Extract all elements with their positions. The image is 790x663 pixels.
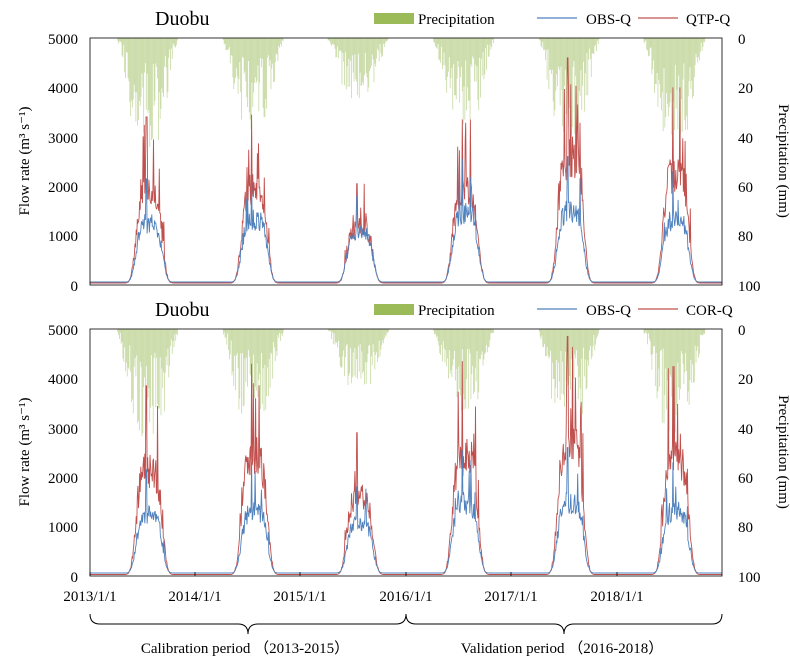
panel-1-y2tick-60: 60 (738, 180, 753, 196)
panel-2-legend-precip-label: Precipitation (418, 303, 495, 319)
panel-2: Duobu Precipitation OBS-Q COR-Q 5000 400… (17, 299, 790, 605)
panel-2-ytick-3000: 3000 (48, 422, 78, 438)
panel-1-y2tick-80: 80 (738, 229, 753, 245)
panel-1-ytick-4000: 4000 (48, 81, 78, 97)
panel-2-y2tick-60: 60 (738, 471, 753, 487)
panel-2-ytick-1000: 1000 (48, 520, 78, 536)
panel-1-series-line-obs-q (90, 156, 722, 283)
panel-1-ytick-0: 0 (71, 279, 79, 295)
panel-1-y-axis-label: Flow rate (m³ s⁻¹) (17, 107, 33, 216)
panel-1-ytick-5000: 5000 (48, 32, 78, 48)
panel-1-legend-precip-swatch (374, 13, 414, 24)
panel-2-y2tick-0: 0 (738, 323, 746, 339)
panel-2-ytick-5000: 5000 (48, 323, 78, 339)
panel-2-series-line-obs-q (90, 447, 722, 574)
panel-1-ytick-3000: 3000 (48, 131, 78, 147)
calibration-period-brace (89, 613, 407, 635)
panel-1-legend-obs-label: OBS-Q (586, 12, 631, 28)
panel-2-y2-axis-label: Precipitation (mm) (775, 395, 790, 509)
panel-1-y2tick-0: 0 (738, 32, 746, 48)
panel-2-legend-sim-label: COR-Q (686, 303, 733, 319)
validation-period-label: Validation period （2016-2018） (461, 640, 663, 657)
panel-2-title: Duobu (155, 299, 209, 321)
panel-2-y-axis-label: Flow rate (m³ s⁻¹) (17, 398, 33, 507)
x-tick-label-2018: 2018/1/1 (590, 589, 643, 605)
panel-2-plot-frame (89, 328, 723, 577)
panel-2-y2tick-100: 100 (738, 570, 761, 586)
panel-1-y2tick-40: 40 (738, 131, 753, 147)
panel-2-precip (117, 329, 706, 440)
x-tick-label-2016: 2016/1/1 (379, 589, 432, 605)
panel-1-y2-axis-label: Precipitation (mm) (775, 104, 790, 218)
panel-1-y2tick-100: 100 (738, 279, 761, 295)
calibration-period-label: Calibration period （2013-2015） (141, 640, 349, 657)
panel-1-legend-sim-label: QTP-Q (686, 12, 730, 28)
panel-2-ytick-0: 0 (71, 570, 79, 586)
panel-2-ytick-4000: 4000 (48, 372, 78, 388)
panel-2-y2tick-40: 40 (738, 422, 753, 438)
panel-2-y2tick-80: 80 (738, 520, 753, 536)
panel-2-series (90, 335, 722, 575)
panel-2-ytick-2000: 2000 (48, 471, 78, 487)
panel-1-plot-frame (89, 37, 723, 286)
panel-1-series (90, 57, 722, 284)
x-tick-label-2015: 2015/1/1 (273, 589, 326, 605)
panel-2-legend-obs-label: OBS-Q (586, 303, 631, 319)
panel-1-legend-precip-label: Precipitation (418, 12, 495, 28)
validation-period-brace (405, 613, 723, 635)
panel-2-legend-precip-swatch (374, 304, 414, 315)
panel-1: Duobu Precipitation OBS-Q QTP-Q 5000 400… (17, 8, 790, 295)
panel-2-y2tick-20: 20 (738, 372, 753, 388)
panel-1-title: Duobu (155, 8, 209, 30)
panel-1-y2tick-20: 20 (738, 81, 753, 97)
panel-1-series-line-qtp-q (90, 57, 722, 284)
panel-1-ytick-2000: 2000 (48, 180, 78, 196)
panel-1-ytick-1000: 1000 (48, 229, 78, 245)
x-tick-label-2013: 2013/1/1 (63, 589, 116, 605)
x-tick-label-2017: 2017/1/1 (484, 589, 537, 605)
panel-2-series-line-cor-q (90, 335, 722, 575)
x-tick-label-2014: 2014/1/1 (168, 589, 221, 605)
panel-1-precip (117, 38, 706, 147)
